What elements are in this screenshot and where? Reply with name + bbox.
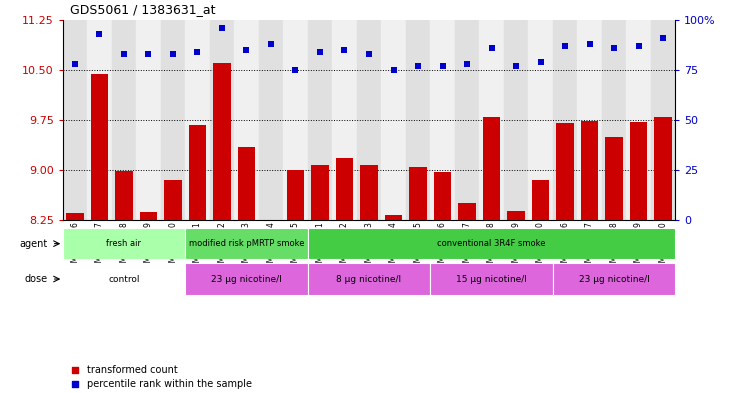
Text: agent: agent [20,239,48,249]
Point [314,49,326,55]
Bar [66,213,83,220]
Bar [311,165,328,220]
Bar [213,63,230,220]
Bar [63,20,87,220]
Text: transformed count: transformed count [87,365,178,375]
Bar [137,20,161,220]
Text: 8 μg nicotine/l: 8 μg nicotine/l [337,275,401,283]
Bar [655,116,672,220]
Bar [577,20,601,220]
Point [118,51,130,57]
Point [265,40,277,47]
Bar [458,204,475,220]
Point [69,61,81,67]
Text: 23 μg nicotine/l: 23 μg nicotine/l [211,275,282,283]
Bar [556,123,573,220]
Bar [630,122,647,220]
Point [142,51,154,57]
Point [167,51,179,57]
Bar [581,121,598,220]
Bar [455,20,479,220]
Point [289,67,301,73]
Text: dose: dose [25,274,48,284]
Text: GDS5061 / 1383631_at: GDS5061 / 1383631_at [70,3,215,16]
Point [559,42,571,49]
Bar [287,170,304,220]
Bar [360,165,378,220]
Bar [87,20,111,220]
Bar [189,125,206,220]
Point [363,51,375,57]
Bar [336,158,353,220]
Point [632,42,644,49]
Bar [332,20,356,220]
Bar [185,263,308,295]
Point [461,61,473,67]
Point [510,62,522,69]
Bar [63,228,185,259]
Bar [234,20,259,220]
Point [584,40,596,47]
Point [192,49,204,55]
Bar [161,20,185,220]
Text: conventional 3R4F smoke: conventional 3R4F smoke [437,239,546,248]
Bar [308,20,332,220]
Bar [259,20,283,220]
Bar [63,263,185,295]
Bar [385,215,402,220]
Text: 15 μg nicotine/l: 15 μg nicotine/l [456,275,527,283]
Bar [308,263,430,295]
Bar [430,263,553,295]
Bar [308,228,675,259]
Bar [508,211,525,220]
Bar [382,20,406,220]
Bar [430,20,455,220]
Bar [165,180,182,220]
Bar [528,20,553,220]
Point [437,62,449,69]
Bar [115,171,133,220]
Bar [140,212,157,220]
Bar [532,180,549,220]
Bar [483,117,500,220]
Point [412,62,424,69]
Point [387,67,399,73]
Text: fresh air: fresh air [106,239,142,248]
Bar [479,20,504,220]
Point [608,44,620,51]
Bar [111,20,137,220]
Point [657,35,669,41]
Point [339,47,351,53]
Bar [627,20,651,220]
Text: percentile rank within the sample: percentile rank within the sample [87,379,252,389]
Bar [605,137,623,220]
Bar [553,20,577,220]
Point [216,24,228,31]
Bar [356,20,382,220]
Bar [185,20,210,220]
Bar [504,20,528,220]
Bar [410,167,427,220]
Bar [210,20,234,220]
Point [69,367,81,373]
Text: 23 μg nicotine/l: 23 μg nicotine/l [579,275,649,283]
Bar [238,147,255,220]
Bar [91,74,108,220]
Bar [283,20,308,220]
Bar [406,20,430,220]
Bar [553,263,675,295]
Bar [601,20,627,220]
Point [534,59,546,65]
Bar [651,20,675,220]
Bar [434,172,451,220]
Point [94,31,106,37]
Point [486,44,497,51]
Bar [185,228,308,259]
Text: modified risk pMRTP smoke: modified risk pMRTP smoke [189,239,304,248]
Text: control: control [108,275,139,283]
Point [241,47,252,53]
Point [69,381,81,387]
